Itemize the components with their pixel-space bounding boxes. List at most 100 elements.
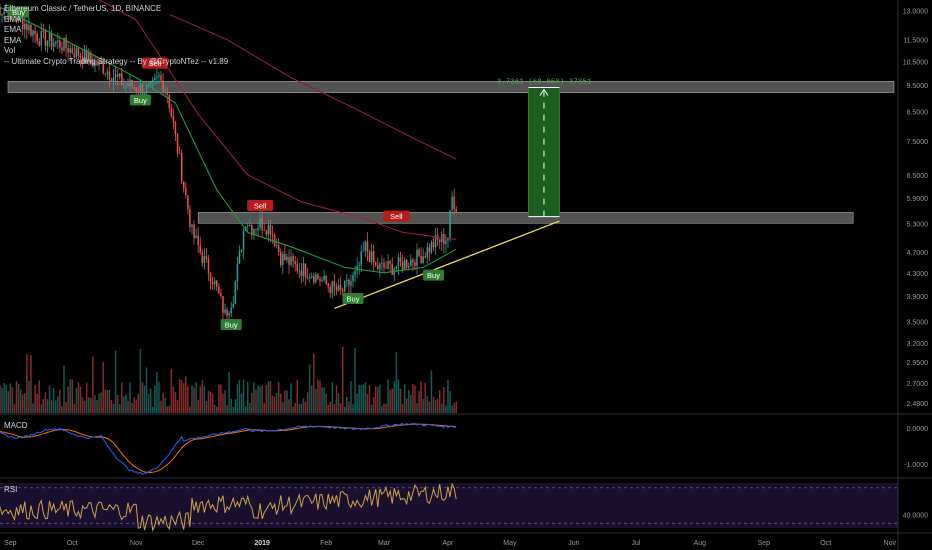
candle-body xyxy=(352,275,354,282)
candle-body xyxy=(290,256,292,265)
time-tick-label: Sep xyxy=(758,540,771,547)
volume-bar xyxy=(263,403,265,413)
volume-bar xyxy=(174,391,177,413)
candle-body xyxy=(172,115,175,123)
candle-body xyxy=(360,251,363,266)
price-tick-label: 3.5000 xyxy=(907,320,929,327)
price-tick-label: 5.3000 xyxy=(907,221,929,228)
volume-bar xyxy=(381,405,383,413)
volume-bar xyxy=(391,388,393,413)
volume-bar xyxy=(368,385,371,413)
candle-body xyxy=(374,262,377,265)
signal-buy: Buy xyxy=(342,293,364,305)
volume-bar xyxy=(389,389,391,413)
candle-body xyxy=(5,11,7,13)
candle-body xyxy=(335,286,338,291)
candle-body xyxy=(263,230,265,232)
volume-bar xyxy=(199,386,201,413)
volume-bar xyxy=(445,405,447,413)
volume-bar xyxy=(73,403,76,413)
volume-bar xyxy=(329,401,332,413)
volume-bar xyxy=(354,347,356,413)
volume-bar xyxy=(160,400,162,413)
volume-bar xyxy=(125,394,127,413)
target-measure-label: 3.7361 (68.658) 37361 xyxy=(497,79,592,87)
volume-bar xyxy=(422,399,424,413)
candle-body xyxy=(269,224,272,235)
volume-bar xyxy=(226,405,228,413)
candle-body xyxy=(15,17,18,21)
volume-bar xyxy=(331,382,334,413)
candle-body xyxy=(63,38,65,51)
time-tick-label: Mar xyxy=(378,540,391,547)
volume-bar xyxy=(211,393,214,413)
volume-bar xyxy=(379,384,381,413)
volume-bar xyxy=(116,394,119,413)
candle-body xyxy=(277,245,280,253)
volume-bar xyxy=(304,401,307,413)
candle-body xyxy=(341,290,344,292)
candle-body xyxy=(102,63,104,74)
candle-body xyxy=(50,33,53,47)
candle-body xyxy=(426,247,429,258)
candle-body xyxy=(205,256,208,259)
candle-body xyxy=(372,251,375,263)
volume-bar xyxy=(26,354,28,413)
volume-bar xyxy=(81,397,84,413)
signal-buy-label: Buy xyxy=(225,321,238,330)
volume-bar xyxy=(9,383,12,413)
candle-body xyxy=(319,278,321,282)
macd-tick-label: -1.0000 xyxy=(904,462,928,469)
volume-bar xyxy=(166,406,168,413)
signal-buy-box xyxy=(220,319,242,331)
candle-body xyxy=(154,77,156,80)
volume-bar xyxy=(325,393,327,413)
candle-body xyxy=(323,275,325,281)
volume-bar xyxy=(79,386,82,413)
volume-bar xyxy=(443,386,445,413)
volume-bar xyxy=(271,395,274,413)
volume-bar xyxy=(453,402,455,413)
signal-sell: Sell xyxy=(247,200,274,212)
candle-body xyxy=(397,257,400,267)
volume-bar xyxy=(449,391,451,413)
candle-body xyxy=(90,52,92,61)
volume-bar xyxy=(65,402,67,413)
candle-body xyxy=(65,38,67,48)
candle-body xyxy=(203,256,206,264)
candle-body xyxy=(216,280,218,287)
volume-bar xyxy=(352,404,354,413)
candle-body xyxy=(348,279,350,286)
candle-body xyxy=(174,122,177,134)
signal-buy: Buy xyxy=(220,319,242,331)
volume-bar xyxy=(195,382,197,413)
candle-body xyxy=(280,252,282,266)
volume-bar xyxy=(92,356,94,413)
volume-bar xyxy=(5,384,7,413)
volume-bar xyxy=(265,384,268,413)
volume-bar xyxy=(335,385,338,413)
volume-bar xyxy=(21,394,24,413)
price-tick-label: 2.7000 xyxy=(907,381,929,388)
candle-body xyxy=(420,255,422,264)
candle-body xyxy=(288,256,290,265)
volume-bar xyxy=(38,380,40,413)
candle-body xyxy=(129,79,131,86)
candle-body xyxy=(32,30,34,36)
candle-body xyxy=(156,76,158,78)
candle-body xyxy=(61,47,63,51)
price-tick-label: 4.7000 xyxy=(907,250,929,257)
volume-bar xyxy=(85,382,88,413)
candle-body xyxy=(364,241,367,251)
volume-bar xyxy=(399,388,402,413)
volume-bar xyxy=(164,397,166,413)
volume-bar xyxy=(141,382,144,413)
candle-body xyxy=(232,304,235,308)
volume-bar xyxy=(244,406,247,413)
legend-ema-3: EMA xyxy=(4,35,22,45)
support-trendline xyxy=(334,220,560,310)
zone-support xyxy=(197,212,854,224)
candle-body xyxy=(385,267,387,269)
candle-body xyxy=(34,30,36,34)
